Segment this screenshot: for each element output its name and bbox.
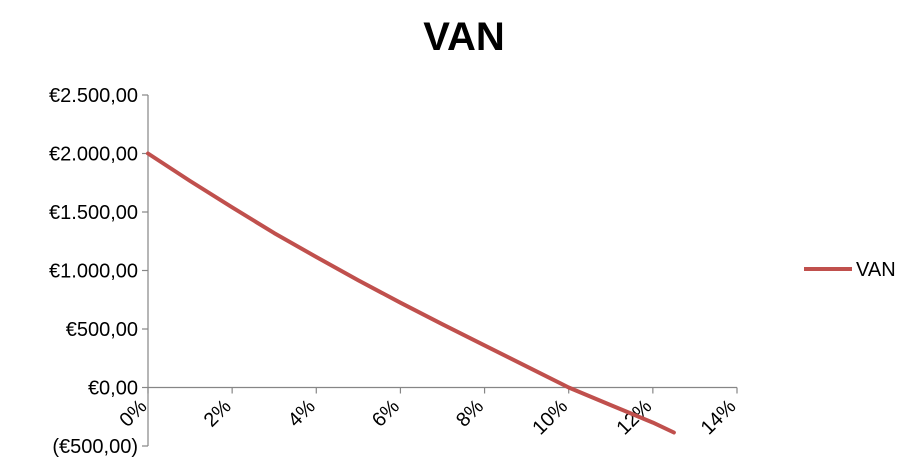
x-tick-label: 4% bbox=[284, 395, 320, 431]
x-tick-label: 12% bbox=[613, 395, 657, 439]
series-group bbox=[146, 151, 676, 435]
y-tick-label: €0,00 bbox=[88, 378, 138, 400]
legend-label: VAN bbox=[856, 259, 896, 281]
y-tick-label: (€500,00) bbox=[52, 436, 138, 457]
x-tick-label: 8% bbox=[452, 395, 488, 431]
series-line-van bbox=[146, 151, 676, 435]
y-tick-labels: €2.500,00 €2.000,00 €1.500,00 €1.000,00 €500… bbox=[49, 85, 138, 457]
x-tick-labels: 0% 2% 4% 6% 8% 10% 12% 14% bbox=[116, 395, 741, 439]
y-tick-label: €2.000,00 bbox=[49, 144, 138, 166]
y-tick-label: €1.500,00 bbox=[49, 202, 138, 224]
y-tick-label: €500,00 bbox=[66, 319, 138, 341]
legend: VAN bbox=[804, 259, 896, 281]
x-tick-label: 0% bbox=[116, 395, 152, 431]
x-tick-label: 14% bbox=[697, 395, 741, 439]
x-tick-label: 6% bbox=[368, 395, 404, 431]
x-tick-label: 2% bbox=[200, 395, 236, 431]
y-tick-label: €2.500,00 bbox=[49, 85, 138, 107]
axes bbox=[142, 94, 738, 447]
y-tick-label: €1.000,00 bbox=[49, 261, 138, 283]
x-tick-label: 10% bbox=[528, 395, 572, 439]
chart-title: VAN bbox=[423, 15, 504, 59]
